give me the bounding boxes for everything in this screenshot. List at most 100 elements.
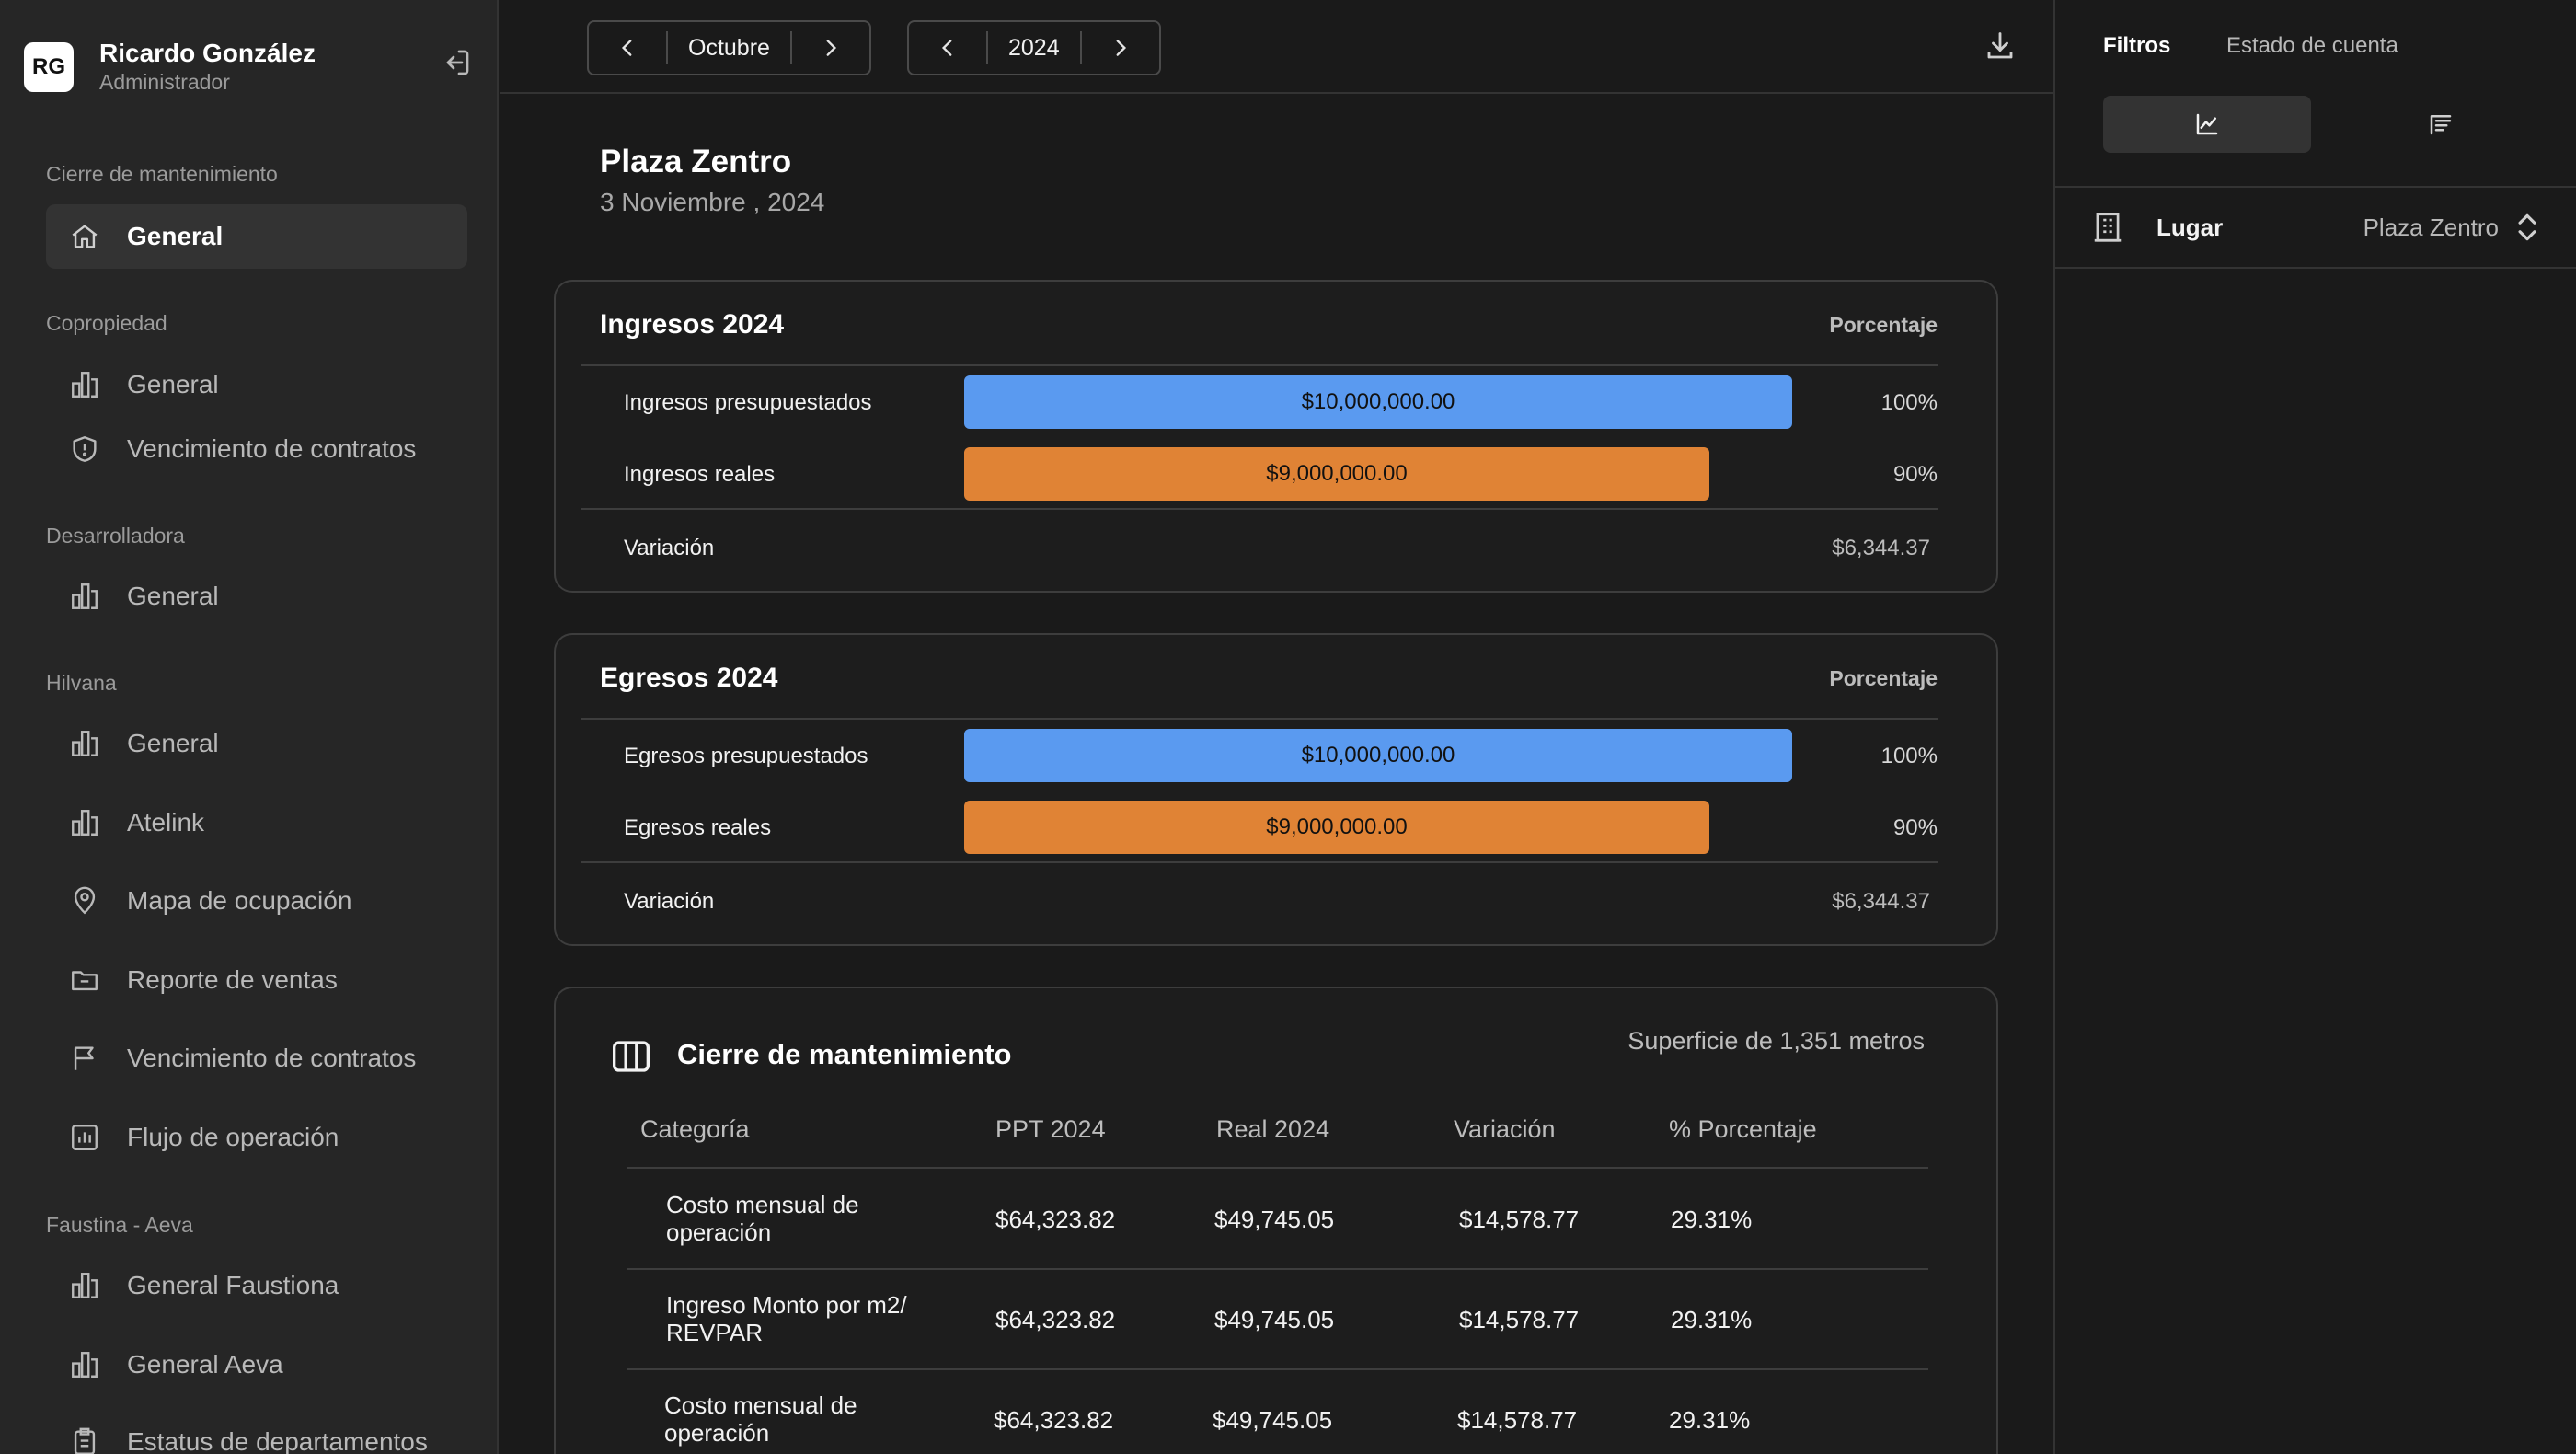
sidebar-item-label: Vencimiento de contratos xyxy=(127,434,417,463)
cell-ppt: $64,323.82 xyxy=(995,1206,1116,1233)
sidebar-item-label: General xyxy=(127,222,224,250)
shield-icon xyxy=(66,431,103,467)
column-header: PPT 2024 xyxy=(995,1115,1106,1143)
sidebar-item-hilvana-general[interactable]: General xyxy=(46,711,467,776)
flag-icon xyxy=(66,1040,103,1077)
filter-value: Plaza Zentro xyxy=(2363,213,2499,241)
divider xyxy=(627,1368,1928,1370)
cell-real: $49,745.05 xyxy=(1214,1206,1335,1233)
card-title: Egresos 2024 xyxy=(600,663,778,693)
table-title: Cierre de mantenimiento xyxy=(677,1038,1012,1070)
bar-chart-icon xyxy=(66,578,103,615)
percent-header: Porcentaje xyxy=(1829,666,1938,690)
variation-value: $6,344.37 xyxy=(1832,889,1930,914)
list-sort-icon xyxy=(2430,115,2452,135)
divider xyxy=(627,1167,1928,1169)
progress-bar: $9,000,000.00 xyxy=(964,447,1709,501)
sidebar-item-cierre-general[interactable]: General xyxy=(46,204,467,269)
cell-variation: $14,578.77 xyxy=(1459,1306,1580,1333)
next-month-button[interactable] xyxy=(792,22,869,74)
year-value: 2024 xyxy=(986,31,1082,64)
sidebar-item-label: Mapa de ocupación xyxy=(127,886,352,915)
sidebar-item-desarrolladora-general[interactable]: General xyxy=(46,564,467,629)
filter-lugar[interactable]: Lugar Plaza Zentro xyxy=(2055,190,2576,265)
cell-category: Ingreso Monto por m2/ REVPAR xyxy=(666,1291,907,1346)
next-year-button[interactable] xyxy=(1082,22,1159,74)
row-percent: 100% xyxy=(1880,744,1938,768)
sidebar-item-copropiedad-general[interactable]: General xyxy=(46,352,467,417)
download-icon xyxy=(1987,32,2013,59)
cell-variation: $14,578.77 xyxy=(1459,1206,1580,1233)
cell-percent: 29.31% xyxy=(1671,1206,1753,1233)
list-view-button[interactable] xyxy=(2337,96,2545,153)
progress-bar: $10,000,000.00 xyxy=(964,375,1792,429)
chevron-right-icon xyxy=(1116,40,1126,56)
chevron-right-icon xyxy=(826,40,836,56)
chevron-left-icon xyxy=(941,40,952,56)
bar-chart-icon xyxy=(66,1346,103,1383)
building-icon xyxy=(2094,213,2122,242)
chevron-up-down-icon xyxy=(2518,213,2536,241)
year-stepper: 2024 xyxy=(907,20,1161,75)
chart-view-button[interactable] xyxy=(2103,96,2311,153)
row-label: Egresos presupuestados xyxy=(624,744,868,768)
sidebar-item-label: Reporte de ventas xyxy=(127,965,338,994)
sidebar-item-label: General xyxy=(127,729,219,757)
sidebar-item-label: Atelink xyxy=(127,808,205,837)
cell-percent: 29.31% xyxy=(1669,1406,1751,1434)
sidebar-item-label: Estatus de departamentos xyxy=(127,1427,428,1454)
page-date: 3 Noviembre , 2024 xyxy=(600,188,825,216)
sidebar-item-estatus-departamentos[interactable]: Estatus de departamentos xyxy=(46,1410,467,1454)
row-label: Egresos reales xyxy=(624,815,772,840)
sidebar-item-reporte-ventas[interactable]: Reporte de ventas xyxy=(46,948,467,1012)
topbar: Octubre 2024 xyxy=(500,0,2053,94)
column-header: Categoría xyxy=(640,1115,750,1143)
maintenance-table-card: Cierre de mantenimiento Superficie de 1,… xyxy=(554,987,1998,1454)
ingresos-card: Ingresos 2024 Porcentaje Ingresos presup… xyxy=(554,280,1998,593)
sidebar-item-label: General xyxy=(127,582,219,610)
card-title: Ingresos 2024 xyxy=(600,309,785,340)
download-button[interactable] xyxy=(1980,26,2020,66)
bar-chart-icon xyxy=(66,366,103,403)
table-subtitle: Superficie de 1,351 metros xyxy=(1627,1027,1925,1055)
sidebar-item-label: Vencimiento de contratos xyxy=(127,1044,417,1072)
cell-variation: $14,578.77 xyxy=(1457,1406,1578,1434)
prev-month-button[interactable] xyxy=(589,22,666,74)
prev-year-button[interactable] xyxy=(909,22,986,74)
sidebar: RG Ricardo González Administrador Cierre… xyxy=(0,0,499,1454)
tab-filtros[interactable]: Filtros xyxy=(2103,33,2171,58)
sidebar-item-general-aeva[interactable]: General Aeva xyxy=(46,1333,467,1397)
sidebar-item-general-faustiona[interactable]: General Faustiona xyxy=(46,1253,467,1318)
divider xyxy=(627,1268,1928,1270)
avatar: RG xyxy=(24,42,74,92)
logout-button[interactable] xyxy=(438,44,475,81)
cell-real: $49,745.05 xyxy=(1213,1406,1333,1434)
column-header: Variación xyxy=(1454,1115,1556,1143)
sidebar-item-atelink[interactable]: Atelink xyxy=(46,790,467,855)
section-title: Desarrolladora xyxy=(46,524,185,548)
tab-estado-de-cuenta[interactable]: Estado de cuenta xyxy=(2226,33,2398,58)
cell-real: $49,745.05 xyxy=(1214,1306,1335,1333)
progress-bar: $9,000,000.00 xyxy=(964,801,1709,854)
sidebar-item-mapa-ocupacion[interactable]: Mapa de ocupación xyxy=(46,869,467,933)
divider xyxy=(581,861,1938,863)
section-title: Copropiedad xyxy=(46,311,167,335)
cell-ppt: $64,323.82 xyxy=(994,1406,1114,1434)
sidebar-item-label: General Faustiona xyxy=(127,1271,339,1299)
filters-panel: Filtros Estado de cuenta Lugar Plaza Zen… xyxy=(2053,0,2576,1454)
month-value: Octubre xyxy=(666,31,792,64)
divider xyxy=(2055,267,2576,269)
variation-value: $6,344.37 xyxy=(1832,536,1930,560)
progress-bar: $10,000,000.00 xyxy=(964,729,1792,782)
percent-header: Porcentaje xyxy=(1829,313,1938,337)
sidebar-item-hilvana-vencimiento[interactable]: Vencimiento de contratos xyxy=(46,1026,467,1090)
user-role: Administrador xyxy=(99,70,230,94)
variation-label: Variación xyxy=(624,536,715,560)
folder-icon xyxy=(66,962,103,998)
divider xyxy=(581,364,1938,366)
user-name: Ricardo González xyxy=(99,39,316,67)
sidebar-item-copropiedad-vencimiento[interactable]: Vencimiento de contratos xyxy=(46,417,467,481)
sidebar-item-flujo-operacion[interactable]: Flujo de operación xyxy=(46,1105,467,1170)
map-pin-icon xyxy=(66,883,103,919)
egresos-card: Egresos 2024 Porcentaje Egresos presupue… xyxy=(554,633,1998,946)
